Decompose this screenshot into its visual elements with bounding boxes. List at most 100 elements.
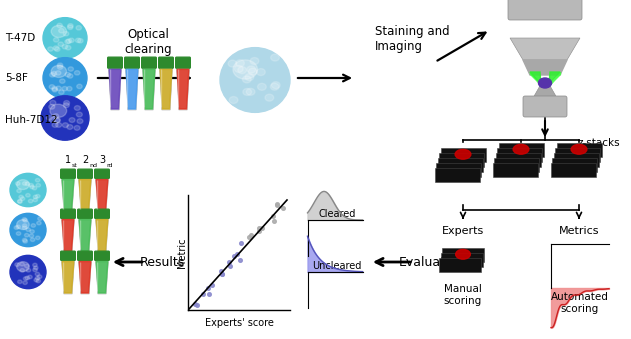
Ellipse shape (66, 39, 72, 43)
Polygon shape (96, 262, 108, 293)
Ellipse shape (63, 32, 69, 36)
Ellipse shape (18, 199, 22, 203)
Ellipse shape (51, 65, 66, 77)
Text: 2: 2 (82, 155, 88, 165)
Ellipse shape (228, 60, 237, 67)
Polygon shape (497, 148, 542, 162)
Polygon shape (439, 258, 481, 272)
Polygon shape (440, 253, 483, 267)
Polygon shape (143, 69, 155, 109)
Ellipse shape (16, 182, 20, 185)
Text: Manual
scoring: Manual scoring (444, 284, 482, 305)
Ellipse shape (10, 173, 46, 207)
Ellipse shape (257, 68, 265, 76)
Text: 3: 3 (99, 155, 105, 165)
Ellipse shape (74, 125, 80, 130)
Point (198, 292, 208, 297)
FancyBboxPatch shape (108, 57, 122, 68)
Ellipse shape (56, 86, 61, 91)
Polygon shape (79, 220, 91, 251)
Ellipse shape (54, 47, 60, 52)
Polygon shape (143, 67, 155, 110)
Point (268, 213, 278, 218)
Ellipse shape (238, 67, 247, 74)
Ellipse shape (29, 183, 33, 187)
Ellipse shape (270, 83, 279, 90)
Ellipse shape (22, 226, 27, 230)
Polygon shape (555, 148, 600, 162)
Polygon shape (177, 69, 189, 109)
Ellipse shape (59, 28, 64, 33)
Ellipse shape (52, 86, 57, 91)
Text: Results: Results (139, 256, 185, 268)
Polygon shape (95, 260, 109, 294)
Ellipse shape (30, 238, 35, 241)
Ellipse shape (235, 60, 244, 67)
FancyBboxPatch shape (61, 251, 75, 260)
Ellipse shape (23, 219, 28, 222)
FancyBboxPatch shape (95, 209, 109, 218)
Ellipse shape (33, 195, 38, 199)
Ellipse shape (27, 268, 31, 272)
FancyBboxPatch shape (78, 251, 92, 260)
Ellipse shape (220, 47, 290, 112)
Point (204, 291, 214, 296)
Ellipse shape (35, 272, 40, 276)
Ellipse shape (23, 238, 27, 242)
Ellipse shape (26, 228, 30, 232)
Ellipse shape (35, 236, 40, 240)
Point (244, 234, 254, 239)
Ellipse shape (14, 226, 18, 230)
Text: Evaluation: Evaluation (399, 256, 465, 268)
Ellipse shape (35, 178, 40, 182)
Ellipse shape (30, 185, 34, 189)
Ellipse shape (25, 182, 30, 185)
Ellipse shape (37, 275, 42, 279)
Point (189, 301, 199, 306)
Text: T-47D: T-47D (5, 33, 35, 43)
Point (235, 258, 245, 263)
Ellipse shape (51, 71, 57, 76)
Ellipse shape (64, 101, 69, 105)
Ellipse shape (53, 46, 59, 50)
Ellipse shape (62, 86, 68, 91)
Ellipse shape (29, 234, 33, 238)
Point (228, 253, 239, 259)
Text: Staining and
Imaging: Staining and Imaging (375, 25, 450, 53)
Polygon shape (439, 153, 484, 167)
Ellipse shape (68, 67, 73, 71)
Ellipse shape (26, 194, 30, 197)
Ellipse shape (246, 88, 255, 95)
Text: st: st (72, 163, 78, 168)
Ellipse shape (16, 180, 29, 190)
Ellipse shape (32, 186, 37, 190)
Ellipse shape (37, 221, 41, 225)
Text: nd: nd (89, 163, 97, 168)
Point (246, 232, 256, 237)
FancyBboxPatch shape (78, 209, 92, 218)
Polygon shape (437, 158, 483, 172)
Polygon shape (530, 72, 541, 84)
Ellipse shape (16, 225, 20, 229)
Polygon shape (62, 180, 74, 211)
Text: Cleared: Cleared (318, 209, 356, 219)
Ellipse shape (49, 85, 55, 89)
Point (217, 271, 227, 277)
Ellipse shape (46, 116, 52, 120)
Ellipse shape (57, 65, 63, 69)
FancyBboxPatch shape (78, 169, 92, 178)
Point (206, 282, 216, 288)
Polygon shape (493, 163, 538, 177)
Ellipse shape (54, 38, 59, 42)
Ellipse shape (10, 255, 46, 288)
Ellipse shape (265, 94, 274, 101)
Ellipse shape (52, 123, 58, 127)
Ellipse shape (62, 123, 68, 127)
Ellipse shape (66, 86, 72, 91)
Polygon shape (62, 220, 74, 251)
Point (256, 225, 266, 231)
Ellipse shape (229, 97, 238, 103)
Polygon shape (442, 248, 484, 262)
Ellipse shape (33, 198, 37, 202)
Ellipse shape (16, 232, 21, 235)
